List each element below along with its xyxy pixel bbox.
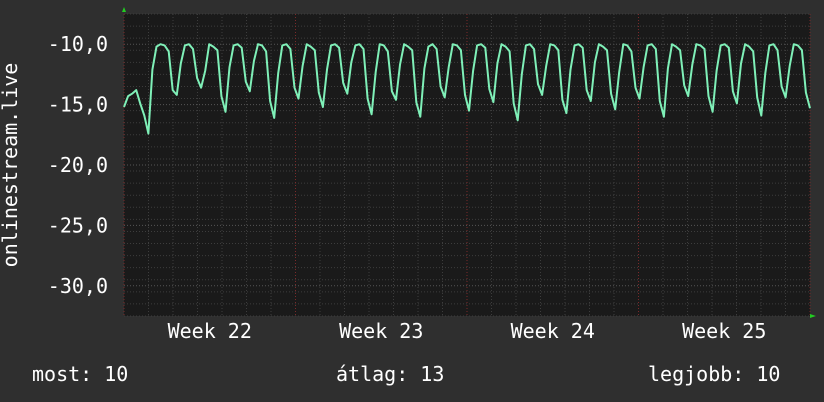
y-tick-label: -10,0 <box>48 32 108 56</box>
best-value: legjobb: 10 <box>648 362 781 386</box>
y-tick-label: -20,0 <box>48 153 108 177</box>
y-tick-label: -30,0 <box>48 274 108 298</box>
x-tick-label: Week 24 <box>511 319 595 343</box>
x-tick-label: Week 23 <box>339 319 423 343</box>
y-tick-label: -15,0 <box>48 93 108 117</box>
average-value: átlag: 13 <box>336 362 445 386</box>
x-axis-arrow-icon <box>810 314 816 318</box>
current-value: most: 10 <box>32 362 129 386</box>
y-tick-label: -25,0 <box>48 213 108 237</box>
x-tick-label: Week 22 <box>168 319 252 343</box>
x-tick-label: Week 25 <box>682 319 766 343</box>
y-axis-arrow-icon <box>122 7 126 12</box>
y-axis-label: onlinestream.live <box>0 63 22 268</box>
series-line <box>123 43 811 135</box>
line-chart: -10,0 -15,0 -20,0 -25,0 -30,0 Week 22 Week 23… <box>0 7 816 343</box>
